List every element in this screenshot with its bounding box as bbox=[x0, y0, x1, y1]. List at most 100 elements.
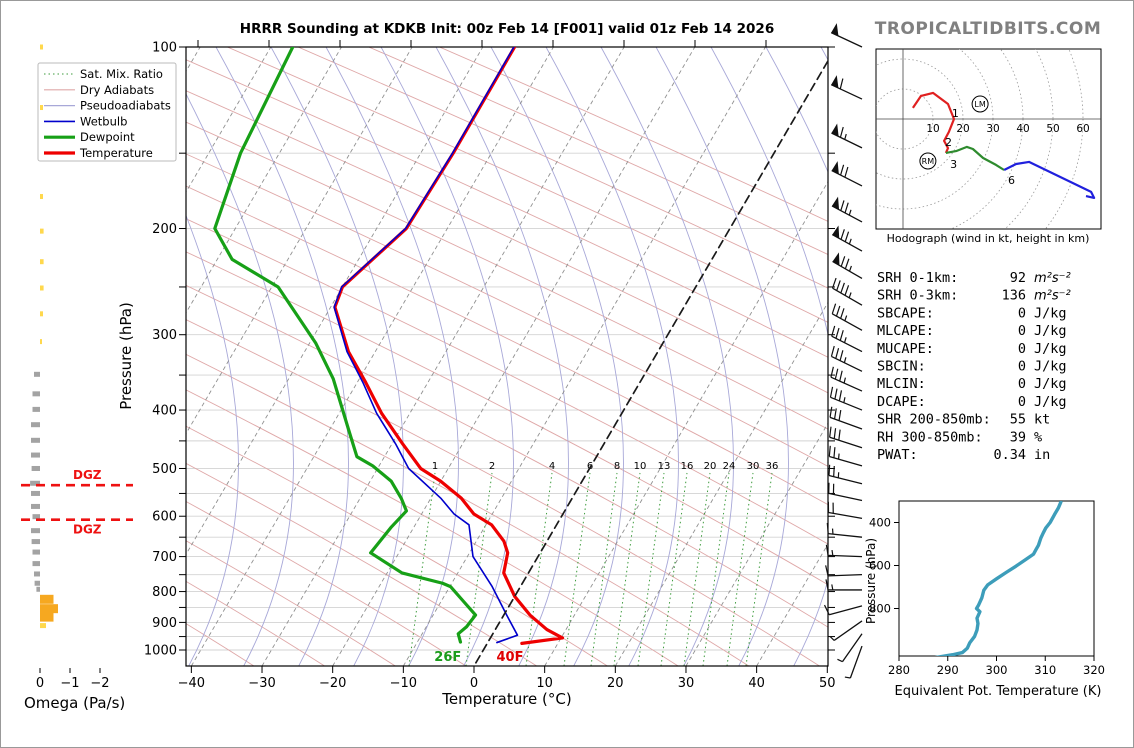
wind-barb bbox=[826, 522, 863, 538]
omega-bar bbox=[31, 422, 40, 428]
barb-full bbox=[840, 164, 845, 176]
barb-full bbox=[825, 544, 829, 556]
stat-unit: % bbox=[1034, 429, 1042, 445]
mixing-ratio-line bbox=[465, 472, 493, 666]
mixing-ratio-labels: 1 2 4 6 8 10 13 16 20 24 30 36 bbox=[432, 461, 779, 472]
wind-barb bbox=[825, 565, 863, 577]
barb-full bbox=[828, 445, 831, 457]
temperature-tick-label: −10 bbox=[390, 676, 417, 691]
wind-barb bbox=[844, 645, 863, 679]
barb-full bbox=[833, 408, 837, 420]
pseudoadiabat-line bbox=[380, 47, 514, 666]
omega-bar bbox=[31, 539, 40, 545]
stat-value: 0 bbox=[1018, 376, 1026, 392]
barb-full bbox=[825, 565, 829, 576]
barb-half bbox=[844, 315, 848, 321]
barb-pennant bbox=[832, 225, 840, 239]
omega-bar bbox=[40, 594, 54, 604]
mixing-ratio-line bbox=[726, 472, 754, 666]
pseudoadiabat-line bbox=[186, 214, 239, 666]
pressure-tick-label: 1000 bbox=[144, 644, 177, 659]
barb-full bbox=[834, 388, 838, 400]
theta-e-x-tick-label: 310 bbox=[1034, 663, 1056, 677]
temperature-tick-label: −40 bbox=[178, 676, 205, 691]
stats-panel: SRH 0-1km: 92 m²s⁻² SRH 0-3km: 136 m²s⁻² SBCAP… bbox=[877, 270, 1071, 463]
dry-adiabat-line bbox=[186, 319, 821, 666]
stat-value: 0 bbox=[1018, 305, 1026, 321]
stat-value: 0.34 bbox=[993, 447, 1026, 463]
hodograph-ring-label: 10 bbox=[926, 123, 939, 135]
barb-half bbox=[844, 133, 847, 140]
temperature-tick-label: 40 bbox=[748, 676, 765, 691]
omega-bar bbox=[31, 528, 40, 534]
skewt-background-lines bbox=[186, 47, 828, 666]
dry-adiabat-line bbox=[438, 47, 828, 222]
omega-axis-label: Omega (Pa/s) bbox=[24, 694, 125, 712]
zero-isotherm-curve bbox=[475, 59, 828, 664]
wind-barb bbox=[828, 482, 863, 502]
mixing-ratio-line bbox=[590, 472, 618, 666]
omega-bar bbox=[40, 44, 43, 50]
wind-barb bbox=[829, 426, 863, 449]
dgz-label: DGZ bbox=[73, 468, 102, 482]
stat-value: 92 bbox=[1010, 270, 1026, 286]
omega-bar bbox=[34, 371, 40, 377]
dry-adiabat-line bbox=[186, 59, 828, 358]
hodograph-panel: 10 20 30 40 50 60 1 2 3 6 RM LM bbox=[875, 48, 1102, 230]
barb-pennant bbox=[831, 123, 839, 137]
barb-full bbox=[840, 282, 845, 294]
omega-bar bbox=[40, 259, 44, 265]
mixing-ratio-value: 1 bbox=[432, 461, 438, 472]
mixing-ratio-line bbox=[745, 472, 773, 666]
wind-barb bbox=[830, 23, 863, 48]
omega-tick-label: −1 bbox=[60, 676, 79, 691]
hodograph-height-label: 3 bbox=[950, 158, 957, 171]
mixing-ratio-value: 16 bbox=[681, 461, 694, 472]
omega-bar bbox=[34, 571, 40, 577]
barb-full bbox=[839, 370, 843, 382]
barb-full bbox=[829, 406, 833, 418]
barb-full bbox=[835, 305, 841, 317]
barb-pennant bbox=[831, 196, 840, 210]
wind-barb bbox=[830, 345, 863, 372]
temperature-tick-label: −30 bbox=[248, 676, 275, 691]
wind-barb-column bbox=[823, 23, 863, 679]
isotherm-line bbox=[186, 47, 484, 556]
omega-bar bbox=[40, 105, 43, 111]
isotherm-line bbox=[190, 47, 554, 666]
dry-adiabat-line bbox=[186, 501, 467, 666]
barb-full bbox=[831, 277, 837, 289]
legend-label: Dry Adiabats bbox=[80, 83, 154, 97]
barb-pennant bbox=[831, 23, 839, 37]
stat-unit: J/kg bbox=[1034, 376, 1067, 392]
temperature-tick-label: 20 bbox=[607, 676, 624, 691]
wind-barb bbox=[830, 366, 863, 392]
theta-e-pressure-label: Pressure (hPa) bbox=[864, 538, 878, 624]
mixing-ratio-line bbox=[660, 472, 688, 666]
pseudoadiabat-line bbox=[325, 47, 459, 666]
hodograph-ring-label: 40 bbox=[1016, 123, 1029, 135]
pseudoadiabat-line bbox=[655, 47, 789, 666]
mixing-ratio-line bbox=[702, 472, 730, 666]
wind-barb bbox=[832, 252, 863, 280]
stat-unit: kt bbox=[1034, 412, 1050, 428]
mixing-ratio-line bbox=[683, 472, 711, 666]
hodograph-ring-label: 30 bbox=[986, 123, 999, 135]
dry-adiabat-line bbox=[186, 153, 828, 467]
mixing-ratio-value: 30 bbox=[747, 461, 760, 472]
barb-full bbox=[823, 604, 830, 615]
temperature-axis-label: Temperature (°C) bbox=[441, 690, 571, 708]
stat-unit: m²s⁻² bbox=[1034, 289, 1071, 304]
omega-bar bbox=[30, 480, 40, 486]
pseudoadiabat-line bbox=[710, 47, 828, 666]
pseudoadiabat-line bbox=[490, 47, 624, 666]
stat-unit: in bbox=[1034, 447, 1050, 463]
hodograph-caption: Hodograph (wind in kt, height in km) bbox=[887, 232, 1090, 245]
skewt-legend: Sat. Mix. Ratio Dry Adiabats Pseudoadiabat… bbox=[37, 62, 177, 162]
hodograph-ring-label: 20 bbox=[956, 123, 969, 135]
barb-half bbox=[829, 636, 835, 641]
stat-label: PWAT: bbox=[877, 447, 918, 463]
barb-full bbox=[839, 330, 844, 341]
pressure-tick-label: 900 bbox=[152, 616, 177, 631]
